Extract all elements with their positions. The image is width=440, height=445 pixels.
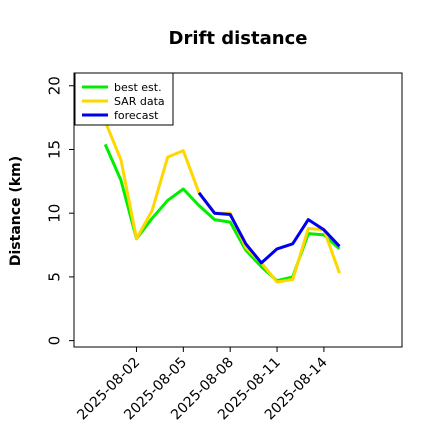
series-lines xyxy=(103,120,341,284)
y-tick-label: 0 xyxy=(45,336,63,346)
y-axis-label: Distance (km) xyxy=(8,156,24,266)
chart-title: Drift distance xyxy=(169,28,308,49)
plot-frame xyxy=(73,72,403,348)
legend-label: best est. xyxy=(114,81,162,94)
y-tick-label: 15 xyxy=(45,140,63,159)
series-line-sar-data xyxy=(103,120,341,284)
legend-label: forecast xyxy=(114,109,159,122)
x-axis-ticks: 2025-08-022025-08-052025-08-082025-08-11… xyxy=(74,347,331,423)
y-tick-label: 5 xyxy=(45,272,63,282)
legend-label: SAR data xyxy=(114,95,165,108)
y-tick-label: 10 xyxy=(45,204,63,223)
y-axis-ticks: 0 5 10 15 20 xyxy=(45,76,74,345)
y-tick-label: 20 xyxy=(45,76,63,95)
series-line-forecast xyxy=(197,191,341,265)
